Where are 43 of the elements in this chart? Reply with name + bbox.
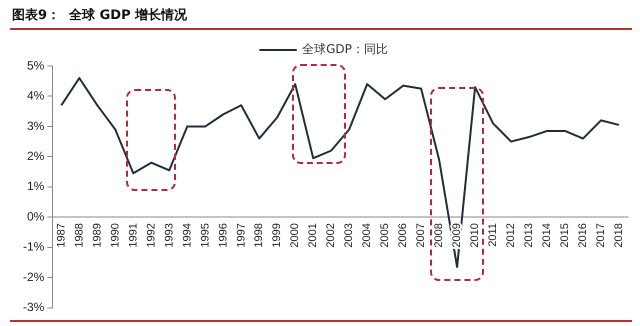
x-tick-label: 2010 <box>469 223 482 248</box>
x-tick-label: 2014 <box>541 223 554 248</box>
x-tick-label: 1995 <box>199 223 212 248</box>
y-tick-label: 1% <box>26 179 45 194</box>
y-tick-label: 4% <box>26 88 45 103</box>
chart-title: 图表9： 全球 GDP 增长情况 <box>12 7 188 24</box>
x-tick-label: 1987 <box>55 223 68 248</box>
y-tick-label: 3% <box>26 118 45 133</box>
x-tick-label: 1996 <box>217 223 230 248</box>
x-tick-label: 2016 <box>577 223 590 248</box>
x-tick-label: 2004 <box>361 223 374 248</box>
x-tick-label: 2015 <box>559 223 572 248</box>
x-tick-label: 2007 <box>415 223 428 248</box>
x-tick-label: 2005 <box>379 223 392 248</box>
x-tick-label: 2008 <box>433 223 446 248</box>
x-tick-label: 2001 <box>307 223 320 248</box>
x-tick-label: 1997 <box>235 223 248 248</box>
x-tick-label: 1991 <box>127 223 140 248</box>
x-tick-label: 2012 <box>505 223 518 248</box>
x-tick-label: 1998 <box>253 223 266 248</box>
y-tick-label: -2% <box>22 270 45 284</box>
y-tick-label: 2% <box>26 148 45 163</box>
x-tick-label: 2013 <box>523 223 536 248</box>
x-tick-label: 1993 <box>163 223 176 248</box>
x-tick-label: 2003 <box>343 223 356 248</box>
x-tick-label: 2000 <box>289 223 302 248</box>
x-tick-label: 1988 <box>73 223 86 248</box>
x-tick-label: 2017 <box>595 223 608 248</box>
y-tick-label: -1% <box>22 240 45 254</box>
x-tick-label: 2011 <box>487 223 500 247</box>
x-tick-label: 2002 <box>325 223 338 248</box>
x-tick-label: 1990 <box>109 223 122 248</box>
x-tick-label: 1989 <box>91 223 104 248</box>
y-tick-label: 5% <box>26 58 45 72</box>
x-tick-label: 1994 <box>181 223 194 248</box>
x-tick-label: 2006 <box>397 223 410 248</box>
x-tick-label: 1999 <box>271 223 284 248</box>
x-tick-label: 2018 <box>613 223 626 248</box>
legend-label: 全球GDP：同比 <box>302 42 388 56</box>
y-tick-label: -3% <box>22 300 45 314</box>
x-tick-label: 2009 <box>451 223 464 248</box>
y-tick-label: 0% <box>26 209 45 224</box>
x-tick-label: 1992 <box>145 223 158 248</box>
